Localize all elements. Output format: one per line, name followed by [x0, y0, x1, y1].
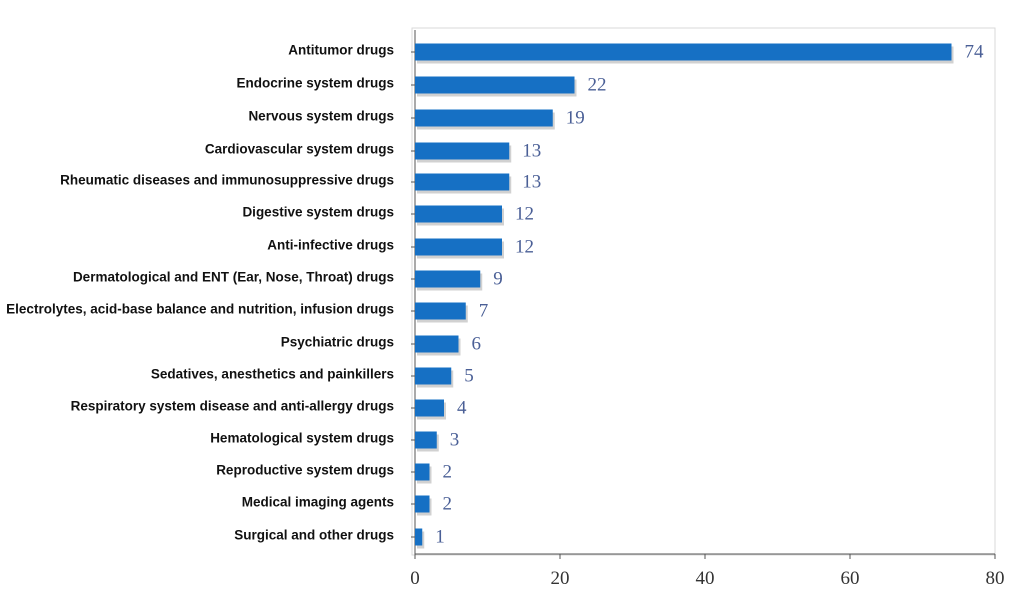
category-label: Nervous system drugs — [248, 109, 394, 124]
x-tick-label: 0 — [410, 568, 420, 589]
category-label: Rheumatic diseases and immunosuppressive… — [60, 173, 394, 188]
category-label: Psychiatric drugs — [281, 335, 394, 350]
category-label: Digestive system drugs — [242, 205, 394, 220]
category-label: Endocrine system drugs — [236, 76, 394, 91]
bar — [415, 270, 481, 288]
x-tick-label: 20 — [551, 568, 570, 589]
x-tick-label: 40 — [696, 568, 715, 589]
category-label: Anti-infective drugs — [267, 238, 394, 253]
bar — [415, 463, 430, 481]
value-label: 5 — [464, 365, 474, 386]
bar — [415, 528, 423, 546]
value-label: 6 — [472, 333, 482, 354]
value-label: 3 — [450, 429, 460, 450]
category-label: Sedatives, anesthetics and painkillers — [151, 367, 394, 382]
category-label: Dermatological and ENT (Ear, Nose, Throa… — [73, 270, 394, 285]
bar — [415, 367, 452, 385]
value-label: 74 — [965, 41, 985, 62]
category-label: Surgical and other drugs — [234, 528, 394, 543]
value-label: 12 — [515, 236, 534, 257]
bar — [415, 205, 502, 223]
bar — [415, 495, 430, 513]
category-label: Antitumor drugs — [288, 43, 394, 58]
category-label: Cardiovascular system drugs — [205, 142, 394, 157]
value-label: 13 — [522, 171, 541, 192]
x-tick-label: 80 — [986, 568, 1005, 589]
bar — [415, 173, 510, 191]
bar — [415, 431, 437, 449]
value-label: 1 — [435, 526, 445, 547]
category-label: Electrolytes, acid-base balance and nutr… — [6, 302, 394, 317]
bar — [415, 43, 952, 61]
value-label: 13 — [522, 140, 541, 161]
x-tick-label: 60 — [841, 568, 860, 589]
value-label: 19 — [566, 107, 585, 128]
value-label: 2 — [443, 461, 453, 482]
bar — [415, 335, 459, 353]
bar — [415, 302, 466, 320]
value-label: 12 — [515, 203, 534, 224]
value-label: 7 — [479, 300, 489, 321]
bar — [415, 399, 444, 417]
category-label: Medical imaging agents — [242, 495, 394, 510]
ticks-layer: 0 20 40 60 80 — [410, 51, 1005, 589]
value-label: 22 — [588, 74, 607, 95]
value-label: 4 — [457, 397, 467, 418]
bar — [415, 142, 510, 160]
bar — [415, 109, 553, 127]
bar — [415, 76, 575, 94]
category-label: Respiratory system disease and anti-alle… — [71, 399, 394, 414]
value-label: 2 — [443, 493, 453, 514]
category-label: Reproductive system drugs — [216, 463, 394, 478]
plot-frame — [411, 27, 996, 556]
value-label: 9 — [493, 268, 503, 289]
bar — [415, 238, 502, 256]
bars-layer — [415, 43, 954, 549]
category-label: Hematological system drugs — [210, 431, 394, 446]
